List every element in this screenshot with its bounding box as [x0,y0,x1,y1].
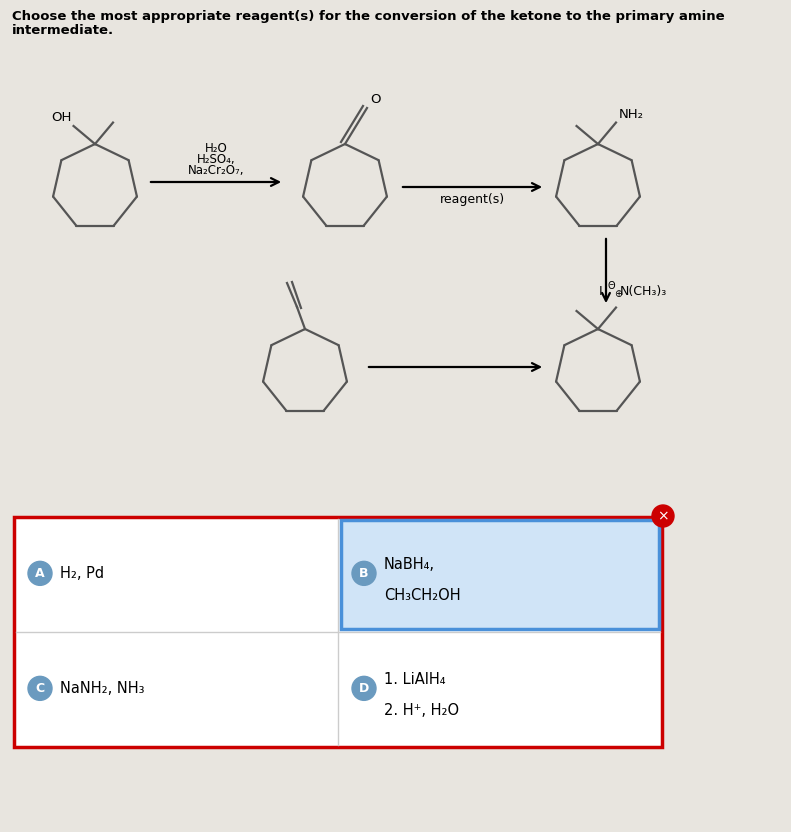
Text: OH: OH [51,111,71,124]
Text: H₂SO₄,: H₂SO₄, [197,153,235,166]
Text: ⊕: ⊕ [614,289,623,299]
Text: Choose the most appropriate reagent(s) for the conversion of the ketone to the p: Choose the most appropriate reagent(s) f… [12,10,725,23]
Text: D: D [359,682,369,695]
Circle shape [652,505,674,527]
Text: 2. H⁺, H₂O: 2. H⁺, H₂O [384,703,459,718]
Text: N(CH₃)₃: N(CH₃)₃ [620,285,668,298]
Text: H₂O: H₂O [205,142,227,155]
Text: H₂, Pd: H₂, Pd [60,566,104,581]
Circle shape [352,676,376,701]
Circle shape [28,676,52,701]
Text: Na₂Cr₂O₇,: Na₂Cr₂O₇, [187,164,244,177]
Text: B: B [359,567,369,580]
Text: I: I [598,285,602,298]
Text: CH₃CH₂OH: CH₃CH₂OH [384,588,460,603]
Text: A: A [35,567,45,580]
Text: NaNH₂, NH₃: NaNH₂, NH₃ [60,681,145,696]
Text: reagent(s): reagent(s) [440,193,505,206]
Text: 1. LiAlH₄: 1. LiAlH₄ [384,672,445,687]
Circle shape [28,562,52,586]
Text: NaBH₄,: NaBH₄, [384,557,435,572]
Text: C: C [36,682,44,695]
Text: ×: × [657,509,669,523]
FancyBboxPatch shape [341,520,659,629]
Text: NH₂: NH₂ [619,107,644,121]
Text: Θ: Θ [608,280,615,290]
Text: intermediate.: intermediate. [12,24,114,37]
Circle shape [352,562,376,586]
FancyBboxPatch shape [14,517,662,747]
Text: O: O [370,93,380,106]
